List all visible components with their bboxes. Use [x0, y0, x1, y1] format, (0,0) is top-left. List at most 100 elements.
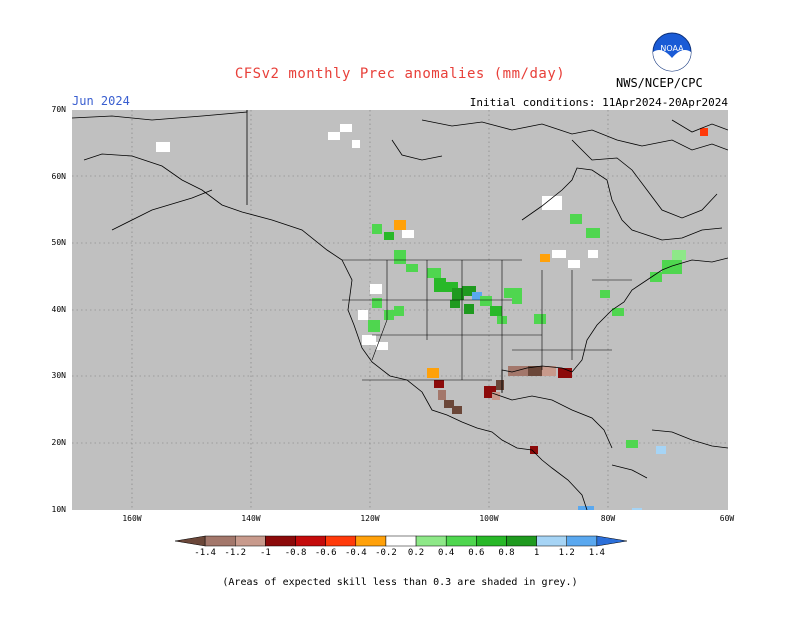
initial-conditions: Initial conditions: 11Apr2024-20Apr2024 [469, 96, 728, 109]
anomaly-cell [542, 196, 562, 210]
colorbar-swatch [325, 535, 357, 547]
anomaly-cell [368, 320, 380, 332]
lat-label: 60N [51, 171, 66, 181]
anomaly-cell [568, 260, 580, 268]
lat-label: 40N [51, 304, 66, 314]
anomaly-cell [450, 300, 460, 308]
lon-label: 160W [122, 514, 142, 523]
colorbar-label: -0.8 [284, 548, 307, 558]
colorbar-label: -1 [259, 548, 271, 558]
anomaly-cell [650, 272, 662, 282]
anomaly-cell [552, 250, 566, 258]
valid-month: Jun 2024 [72, 94, 130, 108]
colorbar-label: -1.4 [194, 548, 216, 558]
colorbar-swatch [175, 535, 206, 547]
anomaly-cell [504, 288, 522, 298]
anomaly-cell [534, 314, 546, 324]
anomaly-cell [370, 284, 382, 294]
anomaly-cell [672, 250, 686, 260]
anomaly-cell [570, 214, 582, 224]
anomaly-cell [384, 310, 394, 320]
colorbar-swatch [385, 535, 417, 547]
lon-label: 120W [360, 514, 380, 523]
lat-label: 50N [51, 238, 66, 248]
anomaly-cell [490, 306, 502, 316]
colorbar-label: -0.4 [344, 548, 367, 558]
anomaly-cell [444, 400, 454, 408]
anomaly-cell [394, 306, 404, 316]
anomaly-cell [452, 406, 462, 414]
anomaly-cell [156, 142, 170, 152]
anomaly-cell [372, 224, 382, 234]
anomaly-cell [540, 254, 550, 262]
anomaly-cell [612, 308, 624, 316]
anomaly-cell [600, 290, 610, 298]
anomaly-cell [372, 298, 382, 308]
colorbar-label: 1.4 [588, 548, 605, 558]
anomaly-cell [362, 335, 376, 345]
anomaly-cell [358, 310, 368, 320]
colorbar-swatch [415, 535, 447, 547]
colorbar-swatch [596, 535, 627, 547]
anomaly-cell [352, 140, 360, 148]
anomaly-cell [340, 124, 352, 132]
anomaly-cell [626, 440, 638, 448]
anomaly-cell [427, 368, 439, 378]
anomaly-cell [588, 250, 598, 258]
anomaly-cell [496, 380, 504, 390]
colorbar-swatch [235, 535, 266, 547]
anomaly-cell [542, 366, 556, 376]
lat-label: 30N [51, 371, 66, 381]
anomaly-cell [472, 292, 482, 300]
map-title: CFSv2 monthly Prec anomalies (mm/day) [234, 66, 566, 82]
anomaly-cell [434, 278, 446, 292]
graticule [72, 110, 728, 510]
lon-label: 140W [241, 514, 261, 523]
colorbar-label: 0.8 [498, 548, 515, 558]
state-borders [342, 259, 632, 392]
anomaly-cell [444, 282, 458, 292]
noaa-logo: NOAA [652, 32, 692, 72]
colorbar-label: 1.2 [558, 548, 575, 558]
anomaly-cell [558, 368, 572, 378]
anomaly-cell [384, 232, 394, 240]
anomaly-cell [480, 296, 492, 306]
anomaly-cell [530, 446, 538, 454]
anomaly-cell [438, 390, 446, 400]
colorbar-label: 0.6 [468, 548, 485, 558]
colorbar-swatch [536, 535, 567, 547]
colorbar-swatch [445, 535, 477, 547]
colorbar-swatch [476, 535, 507, 547]
lat-label: 10N [51, 504, 66, 514]
colorbar [175, 535, 627, 547]
noaa-logo-text: NOAA [660, 44, 684, 53]
anomaly-cell [434, 380, 444, 388]
footnote: (Areas of expected skill less than 0.3 a… [222, 577, 578, 588]
lat-label: 70N [51, 105, 66, 114]
anomaly-cell [492, 392, 500, 400]
anomaly-cell [462, 286, 476, 296]
agency-label: NWS/NCEP/CPC [616, 76, 703, 90]
anomaly-cell [376, 342, 388, 350]
anomaly-cell [508, 366, 530, 376]
lon-label: 60W [719, 514, 735, 523]
colorbar-swatch [265, 535, 296, 547]
colorbar-swatch [566, 535, 598, 547]
anomaly-cell [402, 230, 414, 238]
colorbar-swatch [355, 535, 387, 547]
colorbar-label: 1 [533, 548, 540, 558]
colorbar-swatch [204, 535, 236, 547]
anomaly-cell [656, 446, 666, 454]
precip-anomaly-map [72, 110, 728, 510]
anomaly-cell [394, 250, 406, 264]
anomaly-cell [394, 220, 406, 230]
anomaly-cell [464, 304, 474, 314]
anomaly-cell [586, 228, 600, 238]
lon-label: 80W [600, 514, 616, 523]
lat-label: 20N [51, 438, 66, 447]
anomaly-cell [328, 132, 340, 140]
anomaly-cell [632, 508, 642, 510]
colorbar-swatch [295, 535, 326, 547]
colorbar-label: -0.6 [314, 548, 337, 558]
colorbar-label: 0.4 [438, 548, 455, 558]
